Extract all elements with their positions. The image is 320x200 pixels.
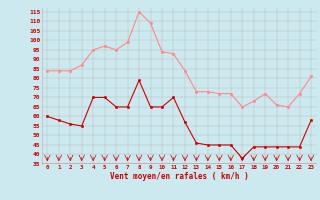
X-axis label: Vent moyen/en rafales ( km/h ): Vent moyen/en rafales ( km/h ) — [110, 172, 249, 181]
